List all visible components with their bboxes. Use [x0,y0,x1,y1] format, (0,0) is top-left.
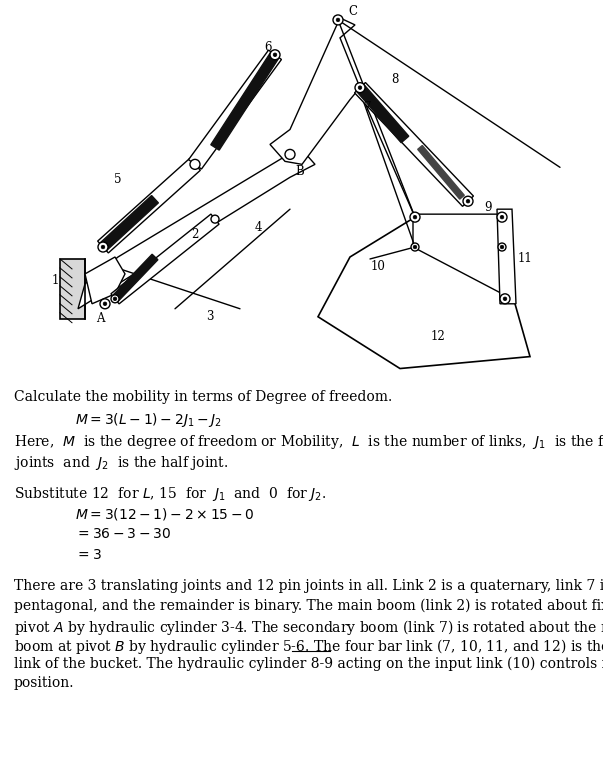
Circle shape [500,215,504,219]
Circle shape [333,15,343,25]
Polygon shape [318,217,530,369]
Text: 8: 8 [391,73,399,86]
Circle shape [503,297,507,301]
Circle shape [113,297,117,301]
Polygon shape [85,257,125,304]
Circle shape [411,243,419,251]
Text: 10: 10 [371,260,385,273]
Text: 6: 6 [264,42,272,55]
Text: pivot $A$ by hydraulic cylinder 3-4. The secondary boom (link 7) is rotated abou: pivot $A$ by hydraulic cylinder 3-4. The… [14,618,603,637]
Circle shape [500,294,510,304]
Polygon shape [112,254,158,301]
Text: A: A [96,312,104,326]
Circle shape [270,50,280,60]
Text: $M = 3(L-1) - 2J_1 - J_2$: $M = 3(L-1) - 2J_1 - J_2$ [75,411,222,429]
Polygon shape [78,148,315,309]
Polygon shape [356,84,409,143]
Text: pentagonal, and the remainder is binary. The main boom (link 2) is rotated about: pentagonal, and the remainder is binary.… [14,598,603,612]
Polygon shape [270,18,360,164]
Text: Calculate the mobility in terms of Degree of freedom.: Calculate the mobility in terms of Degre… [14,391,392,404]
Text: boom at pivot $B$ by hydraulic cylinder 5-6. The four bar link (7, 10, 11, and 1: boom at pivot $B$ by hydraulic cylinder … [14,637,603,656]
Text: 7: 7 [364,101,372,114]
Circle shape [285,149,295,160]
Text: 2: 2 [191,228,198,241]
Text: link of the bucket. The hydraulic cylinder 8-9 acting on the input link (10) con: link of the bucket. The hydraulic cylind… [14,656,603,671]
Circle shape [413,245,417,249]
Circle shape [100,299,110,309]
Text: Here,  $M$  is the degree of freedom or Mobility,  $L$  is the number of links, : Here, $M$ is the degree of freedom or Mo… [14,433,603,451]
Circle shape [103,302,107,306]
Text: C: C [348,5,357,18]
Circle shape [98,242,108,252]
Circle shape [410,212,420,222]
Polygon shape [355,83,473,207]
Text: $= 36 - 3 - 30$: $= 36 - 3 - 30$ [75,527,171,541]
Circle shape [190,160,200,170]
Text: 1: 1 [51,274,58,288]
Circle shape [111,294,119,303]
Text: $M = 3(12-1) - 2\times15 - 0$: $M = 3(12-1) - 2\times15 - 0$ [75,506,254,522]
Polygon shape [418,145,464,199]
Circle shape [336,18,340,22]
Text: 12: 12 [431,330,446,343]
Polygon shape [98,158,200,253]
Circle shape [355,83,365,92]
Text: 4: 4 [254,220,262,234]
Circle shape [358,86,362,89]
Text: 11: 11 [517,253,532,266]
Text: position.: position. [14,676,75,690]
Polygon shape [497,209,516,304]
Circle shape [466,199,470,203]
Text: B: B [295,165,304,178]
Text: $= 3$: $= 3$ [75,548,102,562]
Text: 5: 5 [114,173,122,185]
Bar [60,259,85,319]
Polygon shape [99,195,159,251]
Polygon shape [413,214,508,297]
Text: 9: 9 [484,201,492,213]
Circle shape [211,215,219,223]
Polygon shape [211,52,279,150]
Circle shape [101,245,105,249]
Circle shape [413,215,417,219]
Text: 3: 3 [206,310,213,323]
Polygon shape [111,214,219,304]
Circle shape [273,53,277,57]
Text: Substitute 12  for $L$, 15  for  $J_1$  and  0  for $J_2$.: Substitute 12 for $L$, 15 for $J_1$ and … [14,485,326,503]
Circle shape [498,243,506,251]
Polygon shape [189,50,282,169]
Circle shape [497,212,507,222]
Text: joints  and  $J_2$  is the half joint.: joints and $J_2$ is the half joint. [14,454,228,472]
Text: There are 3 translating joints and 12 pin joints in all. Link 2 is a quaternary,: There are 3 translating joints and 12 pi… [14,578,603,593]
Circle shape [463,196,473,206]
Circle shape [500,245,504,249]
